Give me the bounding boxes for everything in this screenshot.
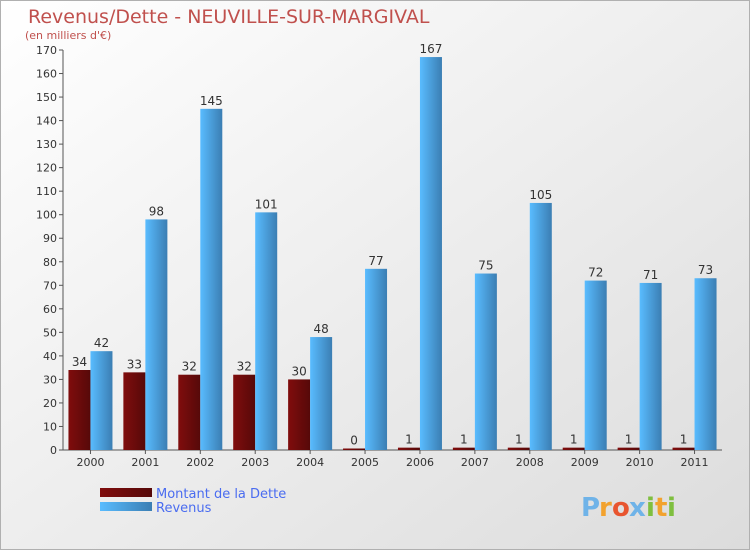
logo-letter: P <box>581 493 600 523</box>
data-label: 71 <box>643 268 658 282</box>
data-label: 1 <box>570 433 578 447</box>
logo-letter: x <box>629 493 646 523</box>
data-label: 0 <box>350 434 358 448</box>
data-label: 34 <box>72 355 87 369</box>
x-tick-label: 2011 <box>681 456 709 469</box>
bar-revenus <box>419 57 442 450</box>
data-label: 1 <box>625 433 633 447</box>
data-label: 1 <box>405 433 413 447</box>
axes: 0102030405060708090100110120130140150160… <box>36 44 722 469</box>
bar-revenus <box>200 108 223 450</box>
data-label: 98 <box>149 204 164 218</box>
y-tick-label: 150 <box>36 91 57 104</box>
y-tick-label: 80 <box>43 256 57 269</box>
bar-revenus <box>310 337 333 450</box>
y-tick-label: 160 <box>36 68 57 81</box>
data-label: 48 <box>313 322 328 336</box>
data-label: 105 <box>529 188 552 202</box>
bar-dette <box>233 374 256 450</box>
legend-swatch <box>100 502 152 511</box>
bar-dette <box>562 447 585 450</box>
y-tick-label: 50 <box>43 326 57 339</box>
bar-dette <box>123 372 146 450</box>
bar-dette <box>288 379 311 450</box>
legend-label: Montant de la Dette <box>156 487 286 502</box>
logo-letter: o <box>612 493 630 523</box>
bar-revenus <box>365 268 388 450</box>
data-label: 145 <box>200 94 223 108</box>
bar-revenus <box>474 273 497 450</box>
bar-revenus <box>145 219 168 450</box>
logo-letter: r <box>599 493 612 523</box>
data-label: 1 <box>680 433 688 447</box>
x-tick-label: 2002 <box>186 456 214 469</box>
y-tick-label: 20 <box>43 397 57 410</box>
chart-unit-label: (en milliers d'€) <box>25 29 111 42</box>
bar-revenus <box>694 278 717 450</box>
y-tick-label: 140 <box>36 115 57 128</box>
x-tick-label: 2010 <box>626 456 654 469</box>
y-tick-label: 170 <box>36 44 57 57</box>
bar-revenus <box>529 202 552 450</box>
bar-dette <box>397 447 420 450</box>
bar-dette <box>507 447 530 450</box>
data-label: 72 <box>588 266 603 280</box>
data-label: 30 <box>291 364 306 378</box>
x-tick-label: 2007 <box>461 456 489 469</box>
x-tick-label: 2004 <box>296 456 324 469</box>
x-tick-label: 2006 <box>406 456 434 469</box>
data-label: 32 <box>237 360 252 374</box>
data-label: 75 <box>478 259 493 273</box>
bar-dette <box>343 448 366 450</box>
legend-swatch <box>100 488 152 497</box>
x-tick-label: 2005 <box>351 456 379 469</box>
y-tick-label: 40 <box>43 350 57 363</box>
x-tick-label: 2001 <box>131 456 159 469</box>
y-tick-label: 100 <box>36 209 57 222</box>
logo-letter: t <box>655 493 667 523</box>
x-tick-label: 2000 <box>76 456 104 469</box>
y-tick-label: 30 <box>43 373 57 386</box>
x-tick-label: 2003 <box>241 456 269 469</box>
x-tick-label: 2009 <box>571 456 599 469</box>
y-tick-label: 10 <box>43 420 57 433</box>
bar-dette <box>178 374 201 450</box>
y-tick-label: 130 <box>36 138 57 151</box>
bar-dette <box>452 447 475 450</box>
data-label: 1 <box>460 433 468 447</box>
bar-dette <box>672 447 695 450</box>
y-tick-label: 60 <box>43 303 57 316</box>
data-label: 42 <box>94 336 109 350</box>
legend-label: Revenus <box>156 501 212 516</box>
data-label: 32 <box>182 360 197 374</box>
proxiti-logo: Pr o x i t i <box>581 493 676 523</box>
data-label: 101 <box>255 197 278 211</box>
logo-letter: i <box>646 493 655 523</box>
bars: 34 42 33 98 32 145 32 101 30 48 0 77 1 167 1 75 1 105 1 72 1… <box>68 42 717 450</box>
bar-revenus <box>639 282 662 450</box>
bar-revenus <box>584 280 607 450</box>
y-tick-label: 90 <box>43 232 57 245</box>
x-tick-label: 2008 <box>516 456 544 469</box>
data-label: 77 <box>368 254 383 268</box>
bar-dette <box>68 370 91 450</box>
chart-title: Revenus/Dette - NEUVILLE-SUR-MARGIVAL <box>28 6 430 28</box>
y-tick-label: 110 <box>36 185 57 198</box>
data-label: 33 <box>127 357 142 371</box>
data-label: 73 <box>698 263 713 277</box>
bar-revenus <box>90 351 113 450</box>
bar-revenus <box>255 212 278 450</box>
data-label: 1 <box>515 433 523 447</box>
y-tick-label: 120 <box>36 162 57 175</box>
y-tick-label: 70 <box>43 279 57 292</box>
data-label: 167 <box>420 42 443 56</box>
y-tick-label: 0 <box>50 444 57 457</box>
bar-dette <box>617 447 640 450</box>
logo-letter: i <box>667 493 676 523</box>
